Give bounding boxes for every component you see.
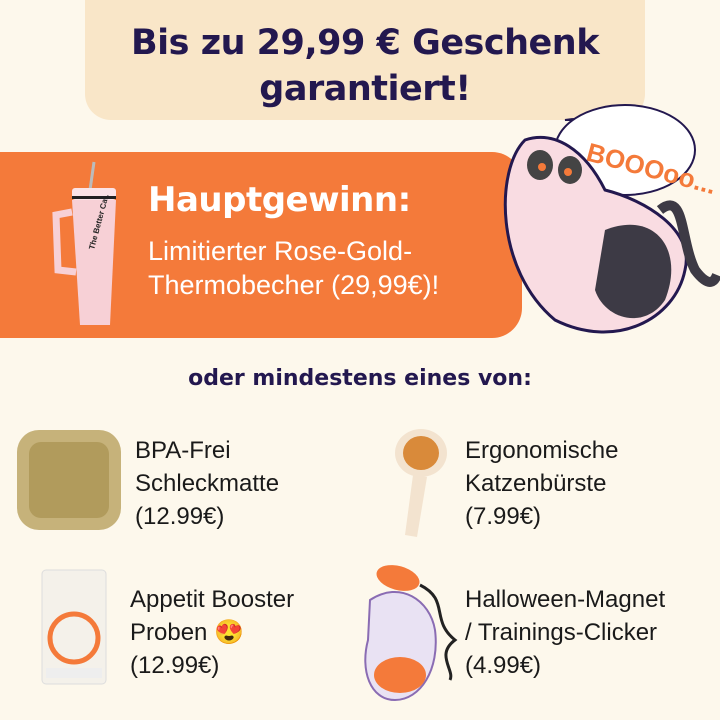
item-name: Halloween-Magnet: [465, 586, 666, 613]
item-name: Ergonomische: [465, 437, 619, 464]
headline-line1: Bis zu 29,99 € Geschenk: [131, 23, 600, 63]
main-prize-description: Limitierter Rose-Gold- Thermobecher (29,…: [148, 234, 439, 302]
appetit-booster-image: [41, 569, 107, 685]
lick-mat-image: [17, 430, 121, 530]
item-price: (12.99€): [135, 503, 225, 530]
item-name: Proben 😍: [130, 619, 244, 646]
main-prize-title: Hauptgewinn:: [148, 180, 411, 220]
item-name: Katzenbürste: [465, 470, 607, 497]
subheading: oder mindestens eines von:: [188, 366, 532, 391]
item-appetit-booster: Appetit Booster Proben 😍 (12.99€): [130, 583, 294, 682]
item-halloween-magnet: Halloween-Magnet / Trainings-Clicker (4.…: [465, 583, 665, 682]
tumbler-image: The Better Cat.: [52, 161, 116, 325]
item-name: / Trainings-Clicker: [465, 619, 658, 646]
main-prize-line1: Limitierter Rose-Gold-: [148, 236, 413, 266]
main-prize-line2: Thermobecher (29,99€)!: [148, 270, 440, 300]
item-name: Schleckmatte: [135, 470, 280, 497]
item-cat-brush: Ergonomische Katzenbürste (7.99€): [465, 434, 618, 533]
halloween-magnet-clicker-image: [364, 565, 458, 702]
headline-line2: garantiert!: [259, 69, 471, 109]
item-name: BPA-Frei: [135, 437, 231, 464]
item-name: Appetit Booster: [130, 586, 295, 613]
item-price: (4.99€): [465, 652, 542, 679]
item-price: (12.99€): [130, 652, 220, 679]
item-lick-mat: BPA-Frei Schleckmatte (12.99€): [135, 434, 279, 533]
ghost-cat-illustration: BOOOoo...: [503, 104, 720, 334]
cat-brush-image: [395, 429, 447, 537]
headline-banner: Bis zu 29,99 € Geschenk garantiert!: [85, 0, 645, 120]
item-price: (7.99€): [465, 503, 542, 530]
